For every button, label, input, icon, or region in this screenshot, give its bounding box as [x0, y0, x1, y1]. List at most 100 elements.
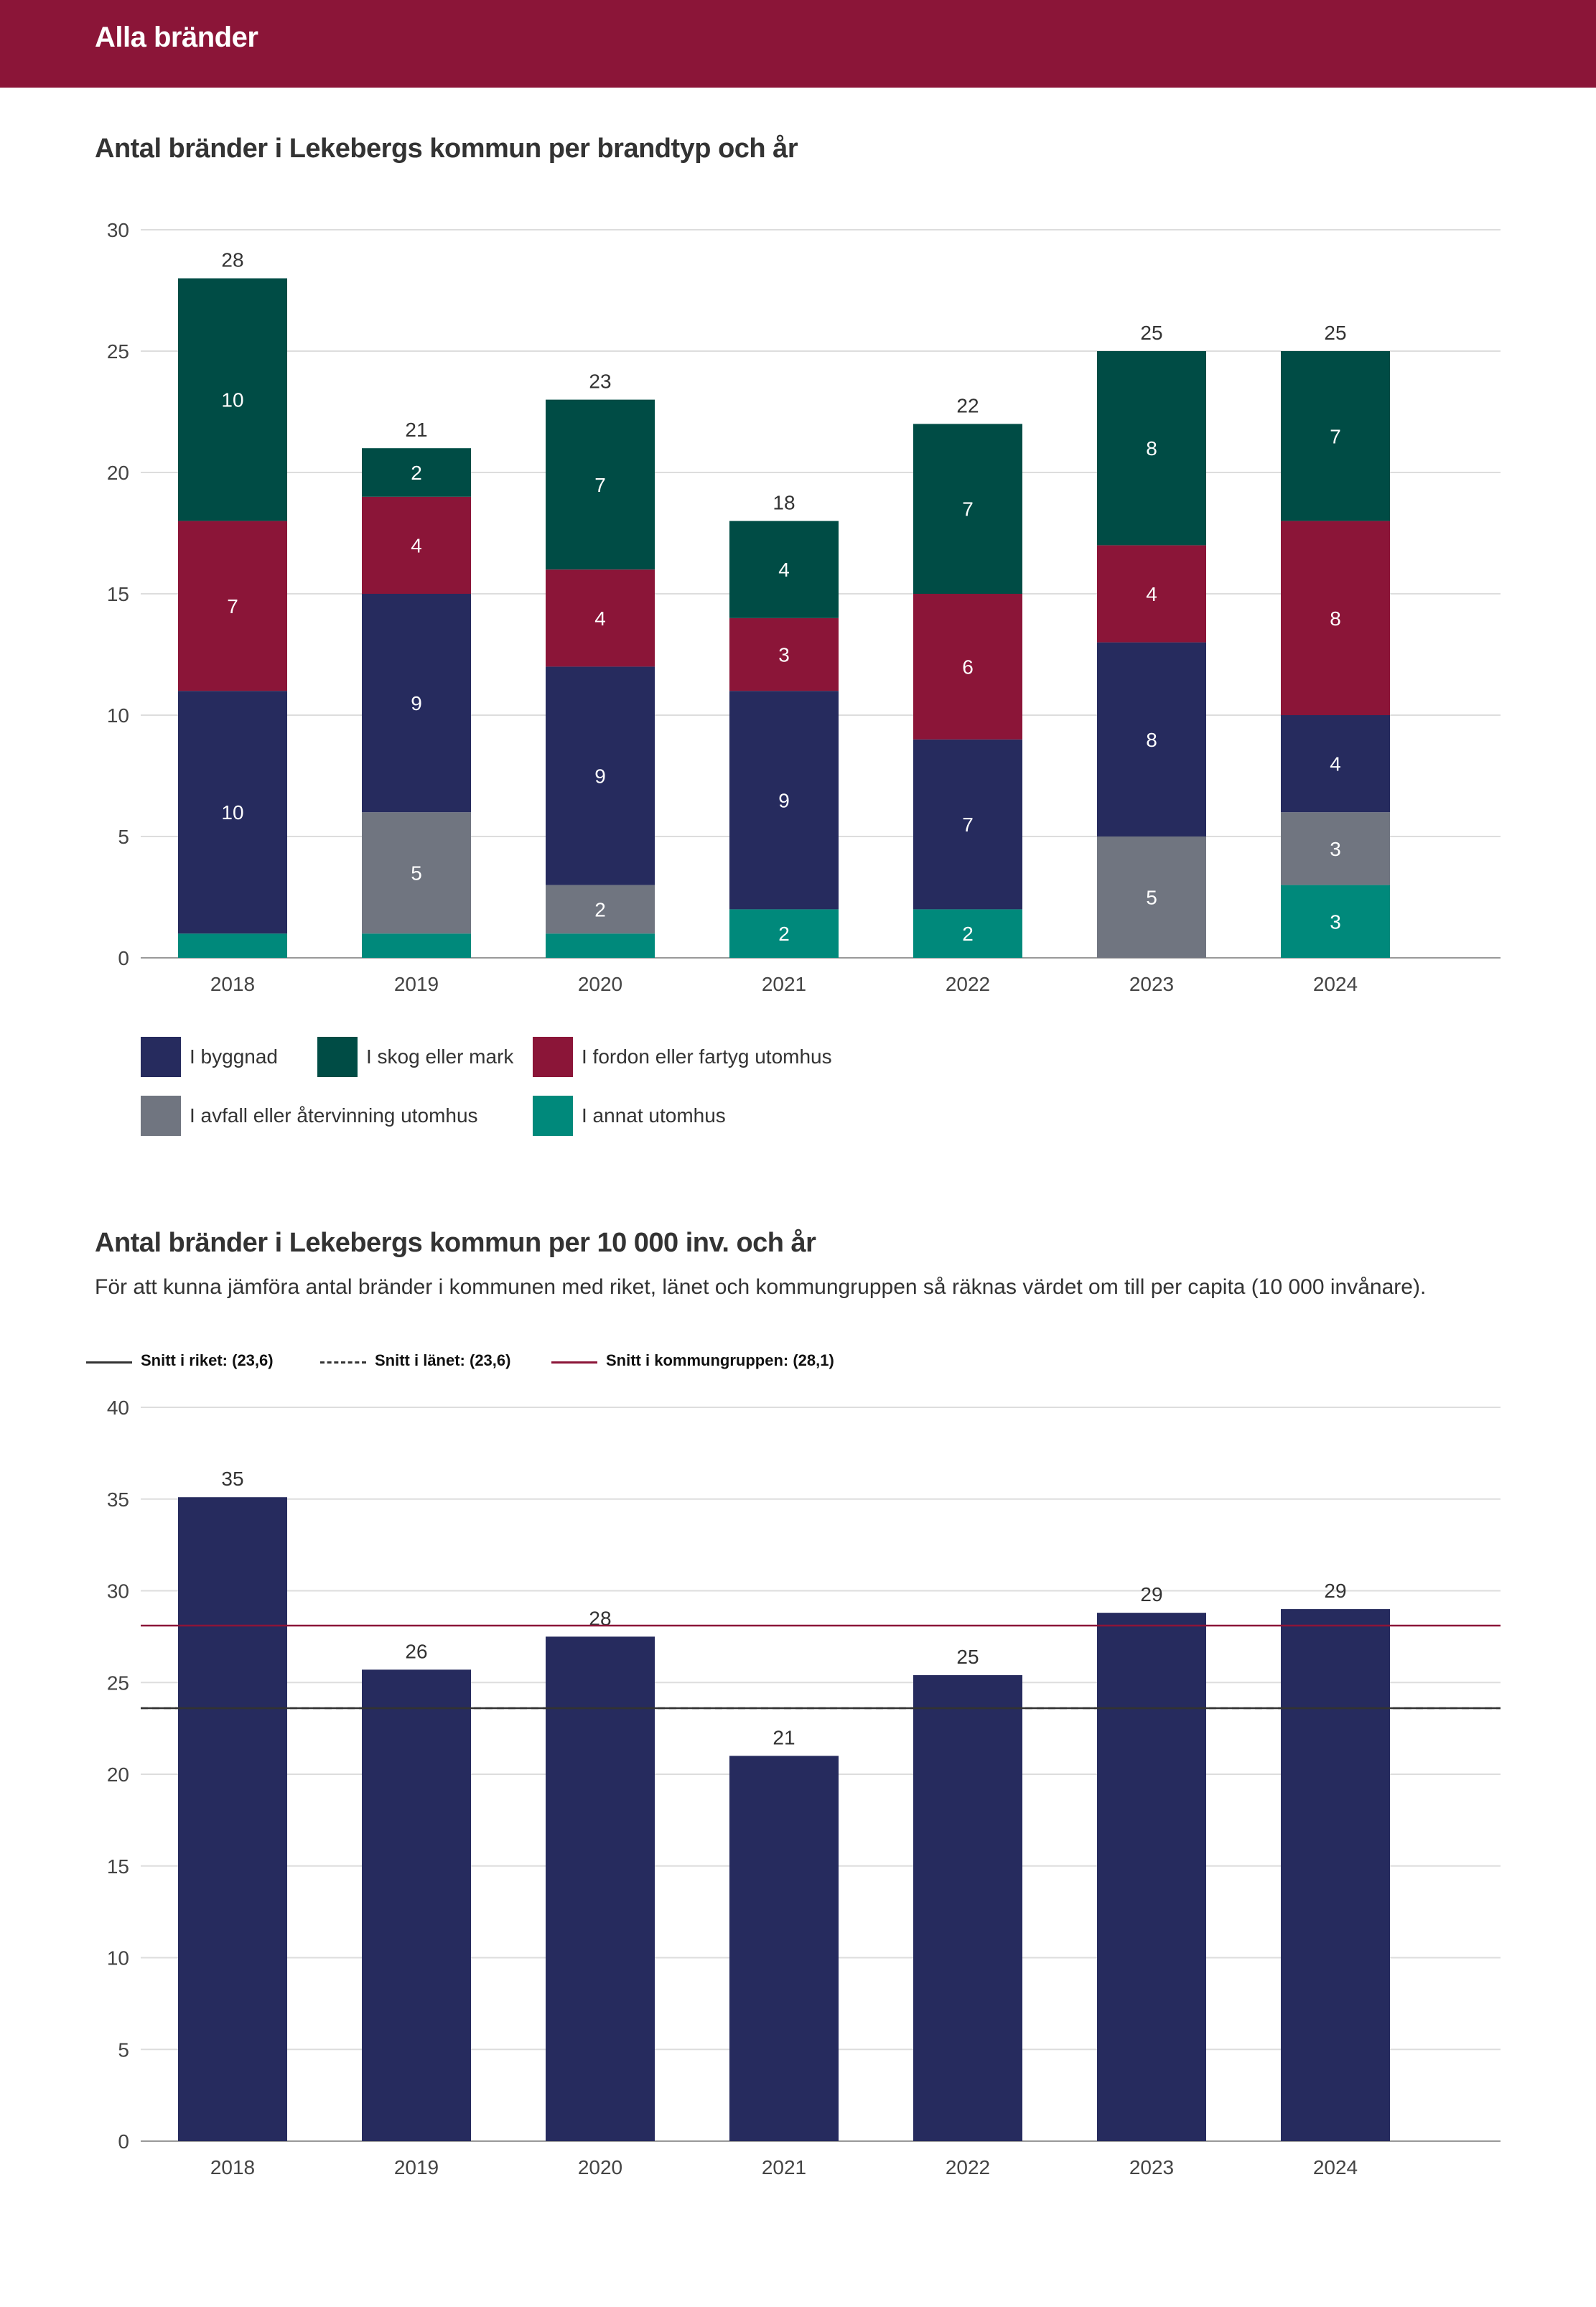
x-tick-label: 2019: [394, 973, 439, 995]
segment-label: 3: [778, 644, 790, 666]
y-tick-label: 30: [107, 1580, 129, 1603]
bar-segment: [729, 691, 839, 910]
segment-label: 2: [962, 923, 974, 945]
segment-label: 5: [1146, 887, 1157, 909]
chart2-description: För att kunna jämföra antal bränder i ko…: [95, 1275, 1427, 1299]
y-tick-label: 35: [107, 1488, 129, 1511]
y-tick-label: 20: [107, 1763, 129, 1786]
bar: [1281, 1609, 1390, 2141]
bar-segment: [362, 933, 471, 958]
x-tick-label: 2023: [1129, 973, 1174, 995]
y-tick-label: 15: [107, 1855, 129, 1878]
total-label: 18: [773, 492, 795, 514]
ref-line-swatch: [320, 1361, 366, 1364]
bar-segment: [178, 691, 287, 934]
legend-label: I byggnad: [190, 1045, 278, 1068]
y-tick-label: 25: [107, 340, 129, 363]
bar-segment: [1281, 812, 1390, 885]
bar-segment: [178, 278, 287, 521]
bar-segment: [362, 448, 471, 497]
x-tick-label: 2020: [578, 973, 622, 995]
segment-label: 3: [1330, 838, 1341, 860]
total-label: 23: [589, 370, 611, 393]
bar: [1097, 1613, 1206, 2141]
x-tick-label: 2022: [946, 973, 990, 995]
y-tick-label: 10: [107, 704, 129, 727]
per-capita-bar-chart: 0510152025303540352018262019282020212021…: [107, 1397, 1501, 2178]
legend-swatch: [317, 1037, 358, 1077]
bar-segment: [1281, 715, 1390, 813]
legend-label: I skog eller mark: [366, 1045, 514, 1068]
segment-label: 5: [411, 862, 422, 885]
x-tick-label: 2024: [1313, 973, 1358, 995]
segment-label: 8: [1146, 437, 1157, 460]
segment-label: 3: [1330, 910, 1341, 933]
bar-segment: [546, 569, 655, 667]
bar-segment: [1281, 521, 1390, 715]
bar: [913, 1675, 1022, 2141]
bar-segment: [362, 594, 471, 813]
segment-label: 7: [227, 595, 238, 617]
bar-value-label: 26: [405, 1640, 427, 1662]
segment-label: 7: [962, 498, 974, 521]
segment-label: 9: [778, 789, 790, 811]
y-tick-label: 0: [118, 2130, 129, 2153]
bar-segment: [913, 594, 1022, 740]
bar-segment: [546, 666, 655, 885]
segment-label: 9: [411, 692, 422, 714]
segment-label: 7: [962, 814, 974, 836]
chart1-title: Antal bränder i Lekebergs kommun per bra…: [95, 134, 798, 164]
legend-swatch: [141, 1096, 181, 1136]
total-label: 25: [1140, 322, 1162, 344]
bar-value-label: 21: [773, 1726, 795, 1748]
bar-segment: [913, 424, 1022, 594]
segment-label: 8: [1146, 729, 1157, 751]
bar-value-label: 29: [1324, 1580, 1346, 1602]
total-label: 28: [221, 249, 243, 271]
x-tick-label: 2023: [1129, 2156, 1174, 2178]
legend-label: I annat utomhus: [582, 1104, 726, 1127]
y-tick-label: 25: [107, 1672, 129, 1694]
total-label: 21: [405, 419, 427, 441]
x-tick-label: 2024: [1313, 2156, 1358, 2178]
x-tick-label: 2018: [210, 973, 255, 995]
bar-value-label: 35: [221, 1468, 243, 1490]
segment-label: 2: [594, 898, 606, 921]
ref-label: Snitt i riket: (23,6): [141, 1351, 274, 1369]
segment-label: 9: [594, 765, 606, 788]
legend-swatch: [533, 1096, 573, 1136]
bar-segment: [1281, 351, 1390, 521]
bar-segment: [1097, 351, 1206, 546]
segment-label: 6: [962, 656, 974, 678]
bar-segment: [178, 933, 287, 958]
y-tick-label: 20: [107, 462, 129, 484]
bar-segment: [729, 521, 839, 618]
segment-label: 7: [594, 474, 606, 496]
segment-label: 2: [411, 462, 422, 484]
bar-segment: [1097, 836, 1206, 958]
bar-segment: [729, 617, 839, 691]
bar: [362, 1669, 471, 2141]
segment-label: 4: [778, 559, 790, 581]
segment-label: 8: [1330, 607, 1341, 630]
segment-label: 4: [1146, 583, 1157, 605]
total-label: 25: [1324, 322, 1346, 344]
chart2-title: Antal bränder i Lekebergs kommun per 10 …: [95, 1228, 816, 1258]
page-title: Alla bränder: [95, 22, 258, 53]
x-tick-label: 2021: [762, 973, 806, 995]
y-tick-label: 10: [107, 1947, 129, 1970]
y-tick-label: 30: [107, 219, 129, 241]
bar-segment: [913, 739, 1022, 910]
legend-swatch: [533, 1037, 573, 1077]
bar-segment: [1097, 545, 1206, 643]
page-header: Alla bränder: [0, 0, 1596, 88]
bar: [178, 1497, 287, 2141]
bar-value-label: 29: [1140, 1583, 1162, 1605]
bar-segment: [1097, 642, 1206, 836]
bar-segment: [178, 521, 287, 691]
bar-segment: [362, 812, 471, 934]
segment-label: 10: [221, 801, 243, 824]
y-tick-label: 5: [118, 2038, 129, 2061]
x-tick-label: 2018: [210, 2156, 255, 2178]
ref-label: Snitt i länet: (23,6): [375, 1351, 511, 1369]
